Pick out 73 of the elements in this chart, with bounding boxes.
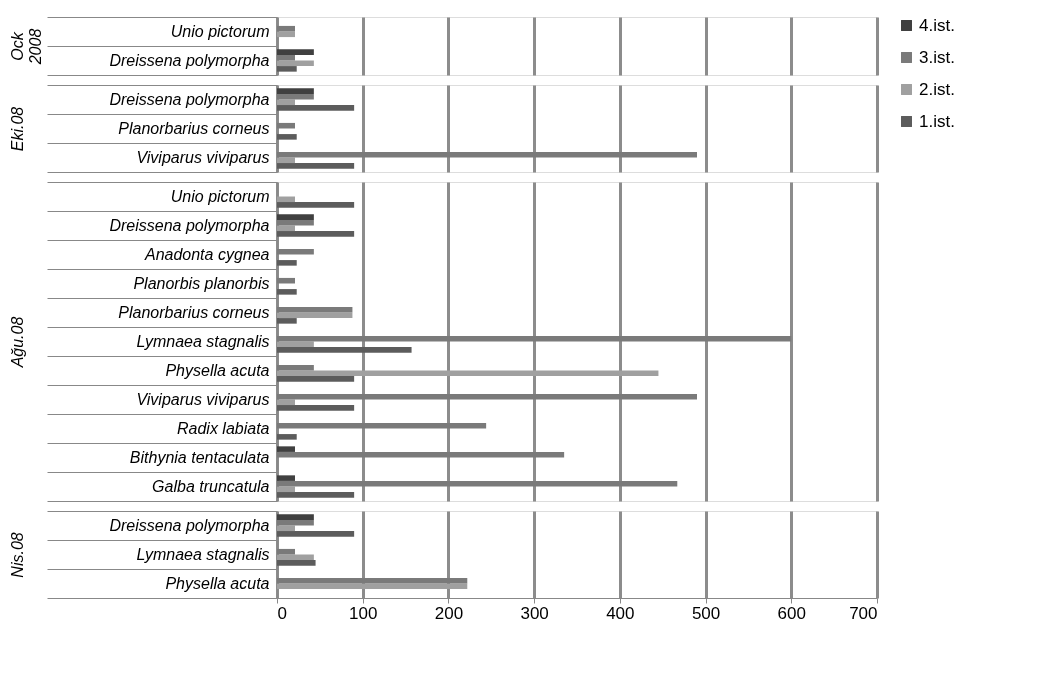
y-tick-label: Viviparus viviparus	[136, 391, 270, 408]
bar	[277, 122, 295, 129]
legend-label: 1.ist.	[919, 111, 955, 131]
bar	[277, 151, 697, 158]
x-tick-label: 200	[434, 603, 464, 623]
y-tick-label: Anadonta cygnea	[143, 246, 270, 263]
x-tick-label: 100	[349, 603, 378, 623]
bar	[277, 99, 295, 106]
x-tick-label: 600	[777, 603, 806, 623]
y-tick-label: Galba truncatula	[152, 478, 270, 495]
y-tick-label: Unio pictorum	[170, 23, 270, 40]
bar	[277, 492, 355, 498]
bar	[277, 399, 295, 406]
bar	[277, 93, 314, 100]
x-tick-label: 400	[606, 603, 635, 623]
y-tick-label: Physella acuta	[165, 575, 270, 592]
bar	[277, 260, 297, 266]
x-tick-label: 700	[849, 603, 878, 623]
bar	[277, 157, 295, 164]
bar	[277, 105, 355, 111]
bar	[277, 318, 297, 324]
y-tick-label: Dreissena polymorpha	[109, 52, 270, 69]
y-tick-label: Unio pictorum	[170, 188, 270, 205]
y-tick-label: Dreissena polymorpha	[109, 517, 270, 534]
y-tick-label: Dreissena polymorpha	[109, 91, 270, 108]
y-tick-label: Lymnaea stagnalis	[136, 333, 270, 350]
legend-label: 2.ist.	[919, 79, 955, 99]
bar	[277, 422, 487, 429]
bar	[277, 202, 355, 208]
y-axis-title: Eki.08	[8, 106, 26, 152]
bar	[277, 341, 314, 348]
bar	[277, 475, 295, 481]
y-tick-label: Bithynia tentaculata	[129, 449, 270, 466]
bar	[277, 486, 295, 493]
bar	[277, 219, 314, 226]
bar	[277, 434, 297, 440]
bar	[277, 347, 412, 353]
x-tick-label: 500	[691, 603, 721, 623]
bar	[277, 393, 697, 400]
bar	[277, 248, 314, 255]
bar	[277, 405, 355, 411]
y-axis-title: Ağu.08	[8, 316, 26, 369]
bar	[277, 134, 297, 140]
bar	[277, 225, 295, 232]
bar	[277, 364, 314, 371]
bar	[277, 480, 678, 487]
bar	[277, 289, 297, 295]
bar	[277, 446, 295, 452]
bar	[277, 370, 659, 377]
y-axis-title: Nis.08	[8, 532, 26, 578]
legend-label: 3.ist.	[919, 47, 955, 67]
y-tick-label: Dreissena polymorpha	[109, 217, 270, 234]
x-tick-label: 0	[277, 603, 287, 623]
bar	[277, 88, 314, 94]
y-tick-label: Radix labiata	[177, 420, 270, 437]
bar	[277, 376, 355, 382]
bar	[277, 231, 355, 237]
bar	[277, 277, 295, 284]
y-tick-label: Viviparus viviparus	[136, 149, 270, 166]
x-tick-label: 300	[520, 603, 549, 623]
bar	[277, 335, 792, 342]
bar	[277, 214, 314, 220]
y-tick-label: Planorbis planorbis	[133, 275, 270, 292]
y-tick-label: Planorbarius corneus	[118, 120, 270, 137]
y-tick-label: Physella acuta	[165, 362, 270, 379]
bar	[277, 306, 353, 313]
bar	[277, 451, 565, 458]
legend-label: 4.ist.	[919, 15, 955, 35]
y-tick-label: Lymnaea stagnalis	[136, 546, 270, 563]
bar	[277, 163, 355, 169]
y-tick-label: Planorbarius corneus	[118, 304, 270, 321]
y-axis-title: Ock 2008	[8, 28, 44, 66]
bar	[277, 196, 295, 203]
